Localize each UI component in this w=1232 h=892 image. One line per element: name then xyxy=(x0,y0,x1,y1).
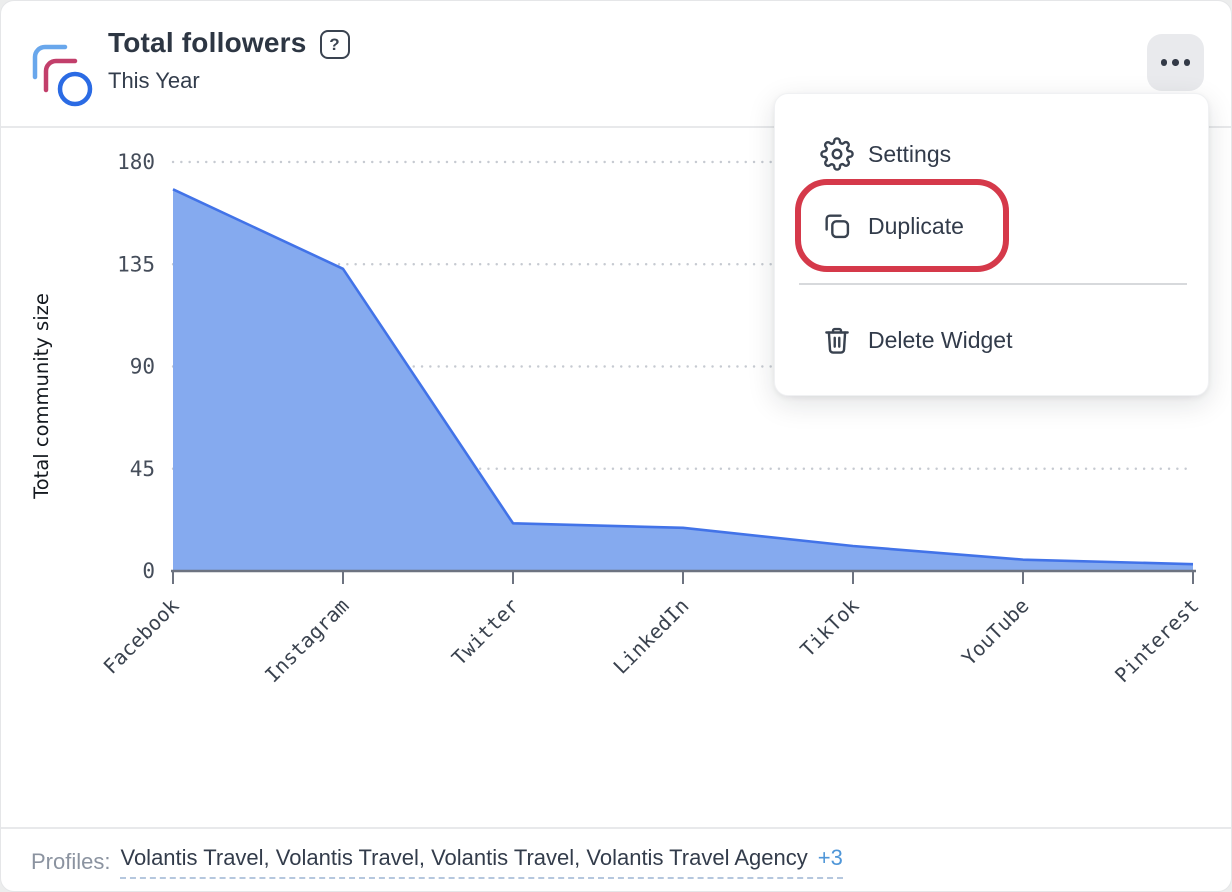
footer-divider xyxy=(1,827,1231,829)
y-tick-label: 135 xyxy=(117,252,155,276)
menu-item-delete-widget[interactable]: Delete Widget xyxy=(820,318,1012,362)
gear-icon xyxy=(820,137,854,171)
profiles-more-link[interactable]: +3 xyxy=(817,845,843,870)
x-category-label: Facebook xyxy=(98,594,183,679)
menu-item-label: Duplicate xyxy=(868,212,964,239)
profiles-list[interactable]: Volantis Travel, Volantis Travel, Volant… xyxy=(120,845,843,879)
menu-divider xyxy=(799,283,1187,285)
area-series xyxy=(173,189,1193,571)
header-divider xyxy=(1,126,1231,128)
y-tick-label: 90 xyxy=(130,355,155,379)
followers-area-chart: 0 45 90 135 180 Facebook Instagram Twitter Linke… xyxy=(30,150,1204,688)
menu-item-duplicate[interactable]: Duplicate xyxy=(820,204,964,248)
page-title: Total followers xyxy=(108,27,307,59)
widget-title-block: Total followers ? This Year xyxy=(108,27,350,94)
x-category-label: Instagram xyxy=(260,594,354,688)
menu-item-label: Delete Widget xyxy=(868,326,1013,353)
x-category-label: LinkedIn xyxy=(608,594,693,679)
y-tick-label: 180 xyxy=(117,150,155,174)
y-tick-label: 45 xyxy=(130,457,155,481)
copy-icon xyxy=(825,214,850,239)
chart-area: 0 45 90 135 180 Facebook Instagram Twitter Linke… xyxy=(1,131,1231,827)
trash-icon xyxy=(825,327,849,354)
x-category-label: YouTube xyxy=(957,594,1034,671)
menu-item-label: Settings xyxy=(868,140,952,167)
menu-item-settings[interactable]: Settings xyxy=(820,132,951,176)
date-range-label: This Year xyxy=(108,68,200,93)
x-category-label: Pinterest xyxy=(1110,594,1204,688)
ellipsis-icon xyxy=(1160,59,1168,66)
help-icon[interactable]: ? xyxy=(319,30,350,59)
profiles-names: Volantis Travel, Volantis Travel, Volant… xyxy=(120,845,808,870)
more-options-button[interactable] xyxy=(1147,34,1204,91)
y-tick-label: 0 xyxy=(142,559,155,583)
series-line xyxy=(172,188,1194,566)
widget-type-icon xyxy=(32,44,93,107)
profiles-label: Profiles: xyxy=(31,849,111,874)
profiles-footer: Profiles: Volantis Travel, Volantis Trav… xyxy=(31,839,1211,885)
x-category-label: Twitter xyxy=(447,594,524,671)
y-axis-title: Total community size xyxy=(30,293,53,500)
widget-context-menu: Settings Duplicate Delete Widget xyxy=(774,93,1209,396)
x-category-label: TikTok xyxy=(795,594,863,662)
